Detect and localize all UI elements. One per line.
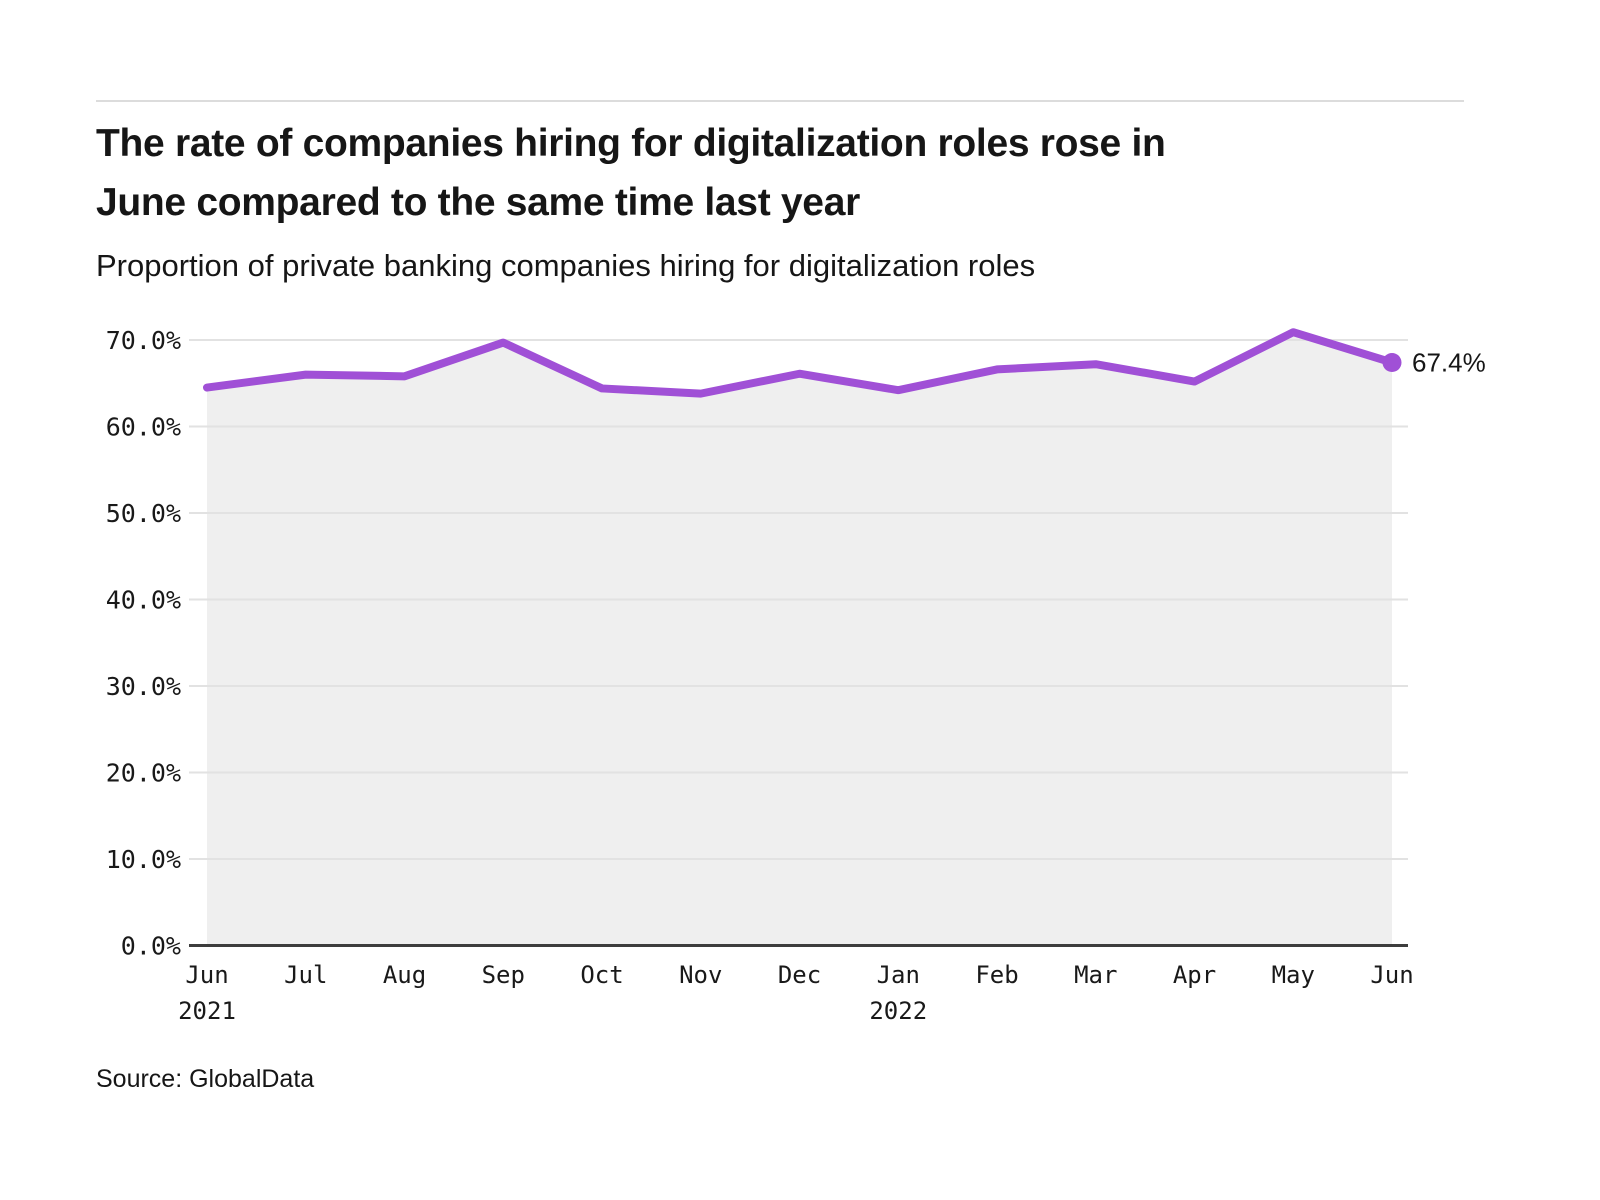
y-axis-tick-label: 10.0%: [106, 845, 181, 874]
x-axis-year-label: 2022: [869, 997, 927, 1025]
x-axis-tick-label: Apr: [1173, 961, 1216, 989]
x-axis-year-label: 2021: [178, 997, 236, 1025]
y-axis-tick-label: 20.0%: [106, 759, 181, 788]
x-axis-tick-label: Feb: [975, 961, 1018, 989]
page-title: The rate of companies hiring for digital…: [96, 122, 1166, 224]
series-area-fill: [207, 332, 1392, 946]
x-axis-tick-label: May: [1272, 961, 1315, 989]
x-axis-tick-label: Aug: [383, 961, 426, 989]
x-axis-tick-label: Jun: [1370, 961, 1413, 989]
y-axis-tick-label: 50.0%: [106, 499, 181, 528]
x-axis-tick-label: Oct: [580, 961, 623, 989]
end-value-label: 67.4%: [1412, 347, 1486, 377]
series-line: [203, 328, 1396, 398]
y-axis-tick-label: 30.0%: [106, 672, 181, 701]
y-axis-tick-label: 0.0%: [121, 932, 181, 961]
x-axis-tick-label: Jun: [185, 961, 228, 989]
x-axis-tick-label: Jul: [284, 961, 327, 989]
end-point-dot: [1382, 352, 1402, 372]
x-axis-tick-label: Nov: [679, 961, 722, 989]
x-axis-tick-label: Jan: [877, 961, 920, 989]
x-axis-tick-label: Sep: [482, 961, 525, 989]
y-axis-tick-label: 60.0%: [106, 413, 181, 442]
x-axis-tick-label: Mar: [1074, 961, 1117, 989]
y-axis-tick-label: 40.0%: [106, 586, 181, 615]
x-axis-tick-label: Dec: [778, 961, 821, 989]
source-attribution: Source: GlobalData: [96, 1065, 315, 1093]
chart-subtitle: Proportion of private banking companies …: [96, 248, 1036, 283]
y-axis-tick-label: 70.0%: [106, 326, 181, 355]
top-divider: [96, 100, 1464, 102]
